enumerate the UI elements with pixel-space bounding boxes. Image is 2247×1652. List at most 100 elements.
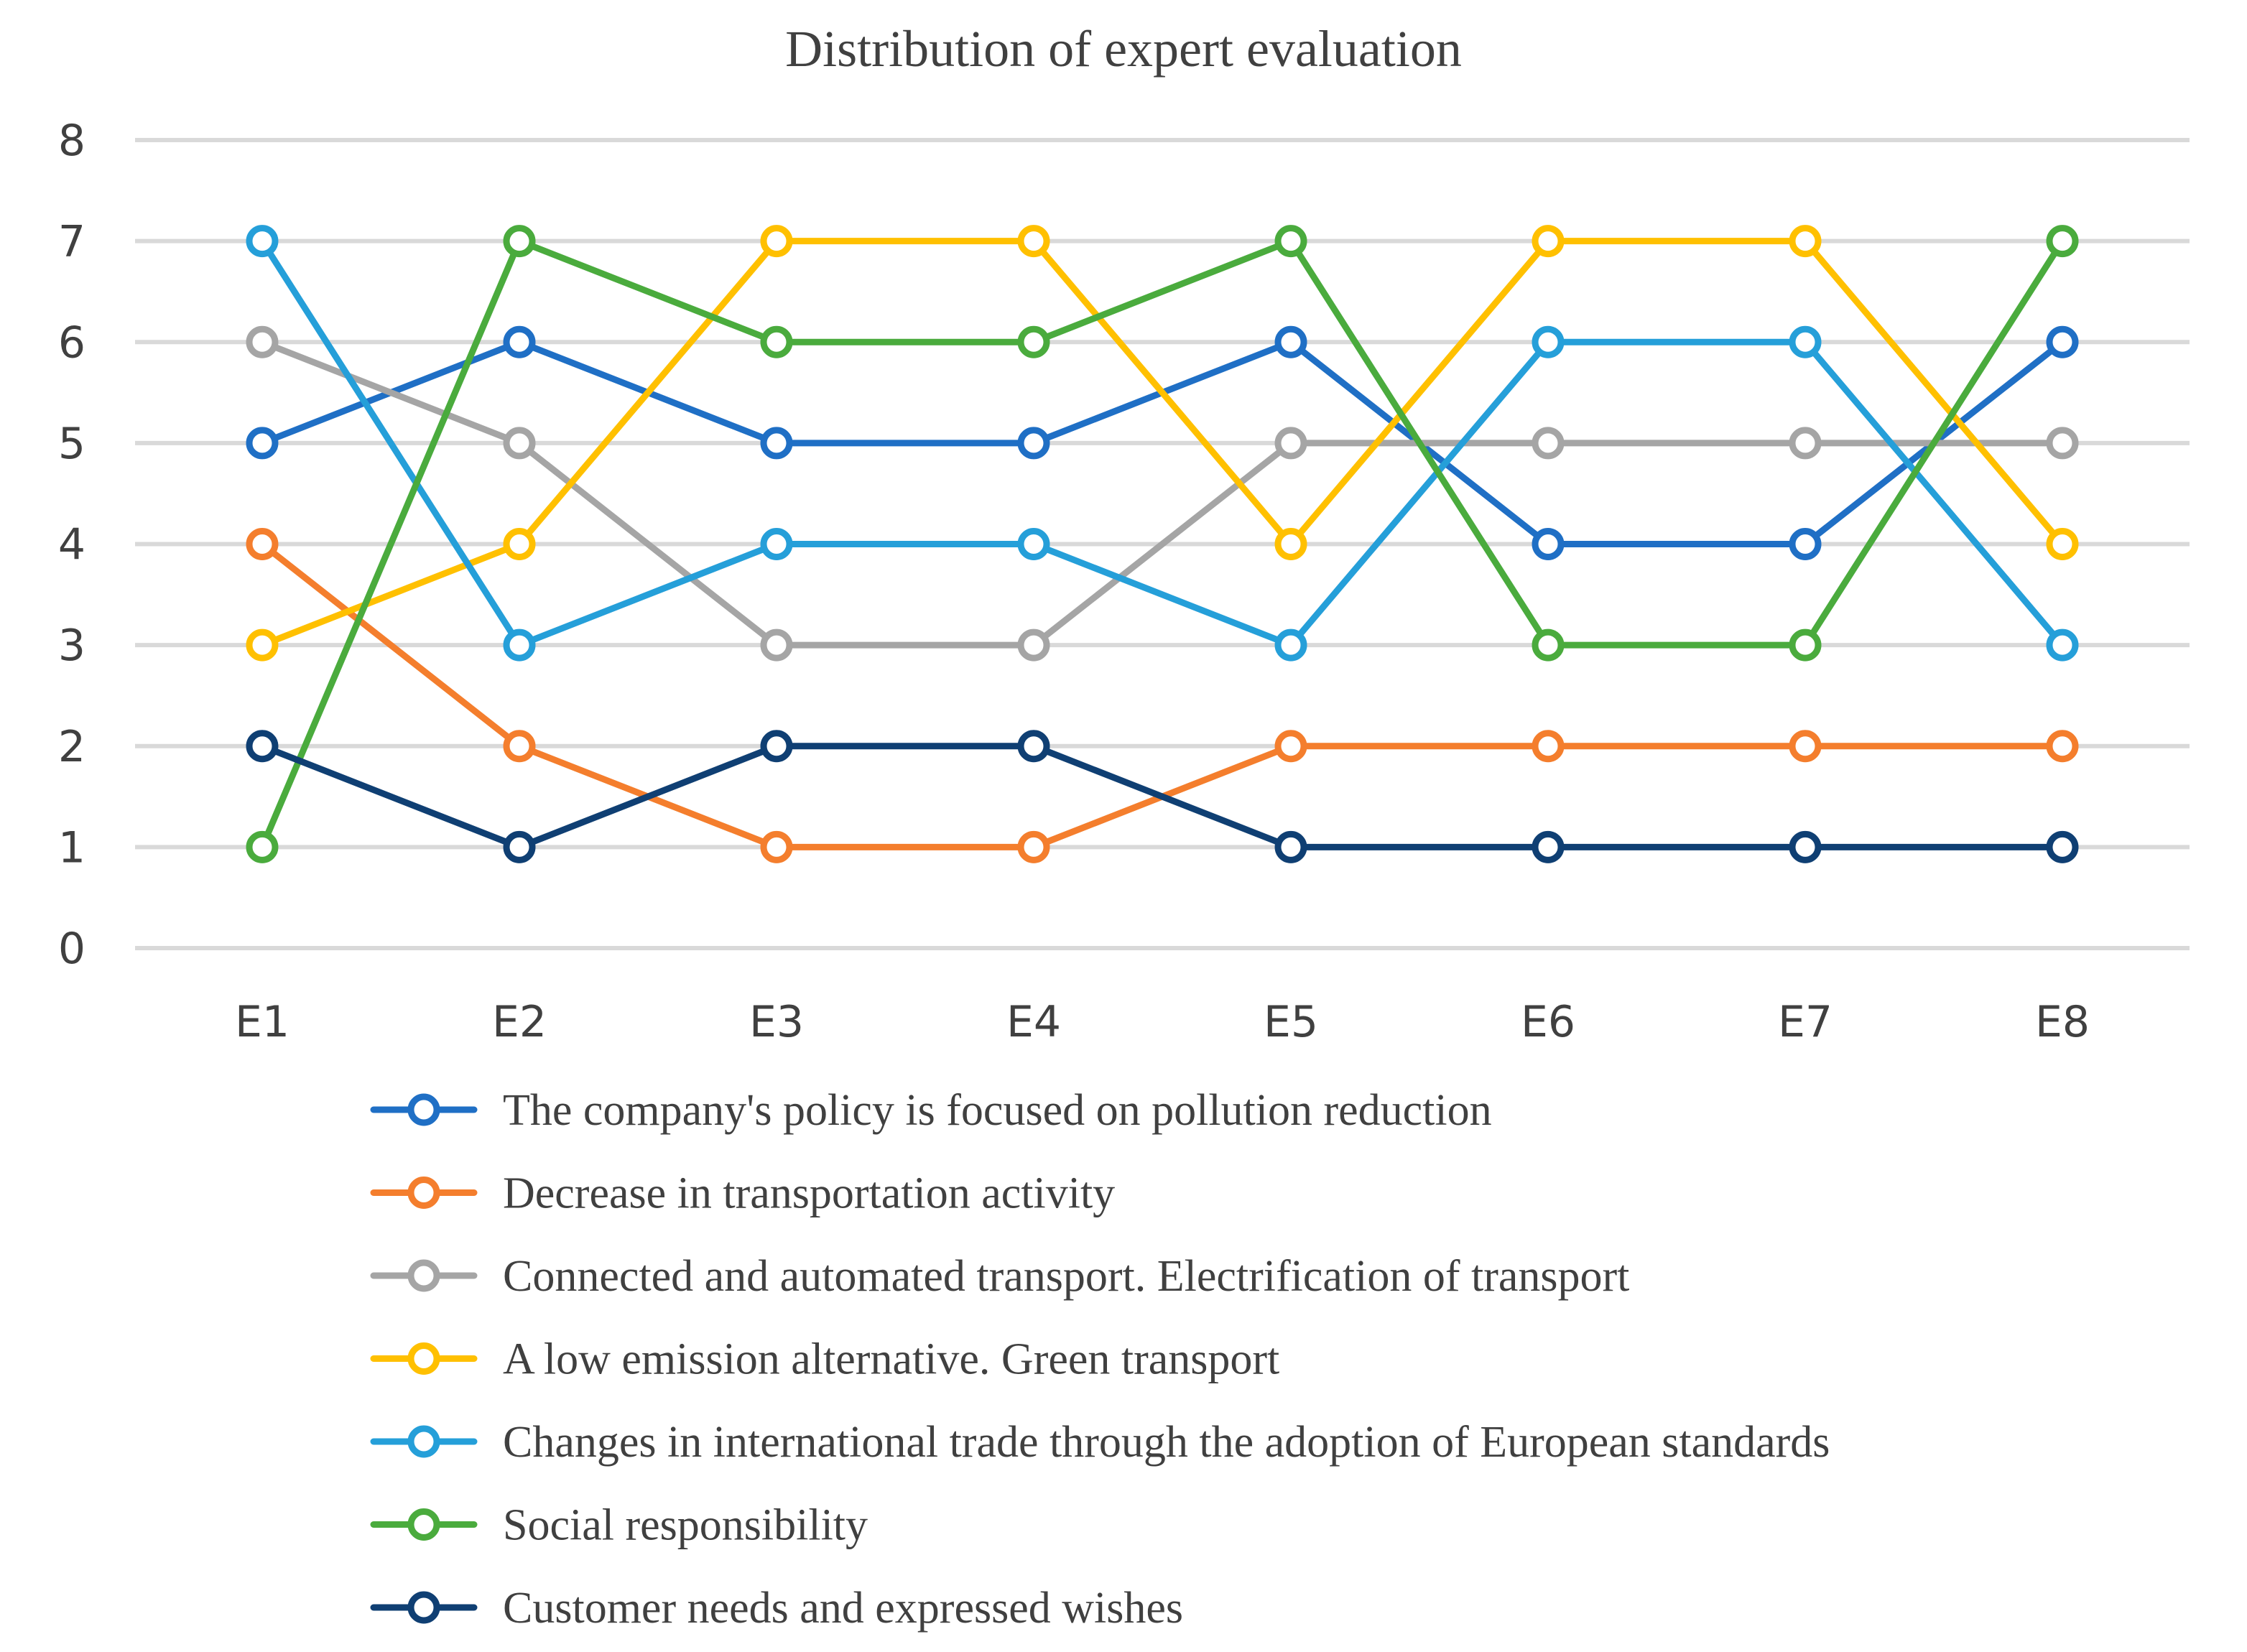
y-tick-label: 3 [58,621,85,671]
data-point [1532,427,1565,460]
data-point [1017,528,1050,560]
legend-label: Customer needs and expressed wishes [503,1584,1183,1633]
y-axis-tick-labels: 0 1 2 3 4 5 6 7 8 [58,116,85,974]
data-point [760,830,793,863]
data-point [1017,830,1050,863]
data-point [760,730,793,763]
legend-item: A low emission alternative. Green transp… [370,1335,1279,1384]
data-point [1532,730,1565,763]
y-tick-label: 8 [58,116,85,166]
legend-item: Changes in international trade through t… [370,1418,1830,1467]
data-point [2046,730,2079,763]
series-group [246,528,2079,863]
data-point [1017,427,1050,460]
series-line [259,238,2066,649]
x-tick-label: E4 [1006,997,1061,1047]
data-point [503,325,536,358]
x-tick-label: E8 [2035,997,2090,1047]
data-point [760,427,793,460]
series-line [259,541,2066,850]
y-tick-label: 4 [58,520,85,570]
series-group [246,730,2079,863]
data-point [1789,528,1822,560]
data-point [2046,225,2079,258]
x-tick-label: E7 [1778,997,1833,1047]
x-tick-label: E2 [492,997,547,1047]
data-point [1532,225,1565,258]
series-line [259,238,2066,850]
data-point [760,325,793,358]
data-point [760,528,793,560]
data-point [1017,225,1050,258]
data-point [2046,427,2079,460]
data-point [1789,628,1822,662]
data-point [503,730,536,763]
legend-label: The company's policy is focused on pollu… [503,1086,1492,1135]
legend-swatch-marker [407,1342,440,1375]
data-point [246,225,279,258]
data-point [1789,427,1822,460]
data-point [503,225,536,258]
y-tick-label: 7 [58,217,85,267]
data-point [1274,427,1307,460]
data-point [1532,830,1565,863]
data-point [1532,325,1565,358]
legend-swatch-marker [407,1259,440,1292]
legend-item: Decrease in transportation activity [370,1169,1115,1218]
data-point [1017,628,1050,662]
y-tick-label: 1 [58,822,85,873]
data-point [2046,325,2079,358]
data-point [1274,325,1307,358]
y-tick-label: 6 [58,317,85,368]
legend-item: The company's policy is focused on pollu… [370,1086,1492,1135]
data-point [246,325,279,358]
data-point [760,225,793,258]
data-point [1789,830,1822,863]
legend-item: Customer needs and expressed wishes [370,1584,1183,1633]
data-point [1789,730,1822,763]
series-group [246,225,2079,662]
y-tick-label: 5 [58,419,85,469]
series-lines [246,225,2079,863]
data-point [1274,628,1307,662]
data-point [1532,628,1565,662]
data-point [503,628,536,662]
series-line [259,743,2066,850]
legend-swatch-marker [407,1093,440,1126]
data-point [1532,528,1565,560]
legend-label: Social responsibility [503,1501,868,1550]
legend-swatch-marker [407,1177,440,1209]
y-tick-label: 0 [58,924,85,974]
legend-item: Connected and automated transport. Elect… [370,1252,1629,1301]
data-point [1017,325,1050,358]
data-point [246,730,279,763]
legend-item: Social responsibility [370,1501,868,1550]
legend-swatch-marker [407,1508,440,1541]
legend: The company's policy is focused on pollu… [370,1086,1830,1633]
data-point [246,628,279,662]
series-line [259,338,2066,649]
data-point [1017,730,1050,763]
chart-title: Distribution of expert evaluation [785,20,1462,78]
legend-label: Connected and automated transport. Elect… [503,1252,1629,1301]
x-tick-label: E6 [1521,997,1575,1047]
series-line [259,238,2066,649]
data-point [246,528,279,560]
data-point [503,427,536,460]
series-group [246,225,2079,863]
legend-label: A low emission alternative. Green transp… [503,1335,1279,1384]
data-point [2046,528,2079,560]
y-tick-label: 2 [58,722,85,772]
x-tick-label: E1 [235,997,289,1047]
data-point [760,628,793,662]
x-tick-label: E5 [1264,997,1318,1047]
data-point [246,830,279,863]
x-tick-label: E3 [749,997,804,1047]
data-point [1789,325,1822,358]
legend-label: Changes in international trade through t… [503,1418,1830,1467]
data-point [246,427,279,460]
data-point [503,830,536,863]
data-point [2046,628,2079,662]
series-group [246,225,2079,662]
